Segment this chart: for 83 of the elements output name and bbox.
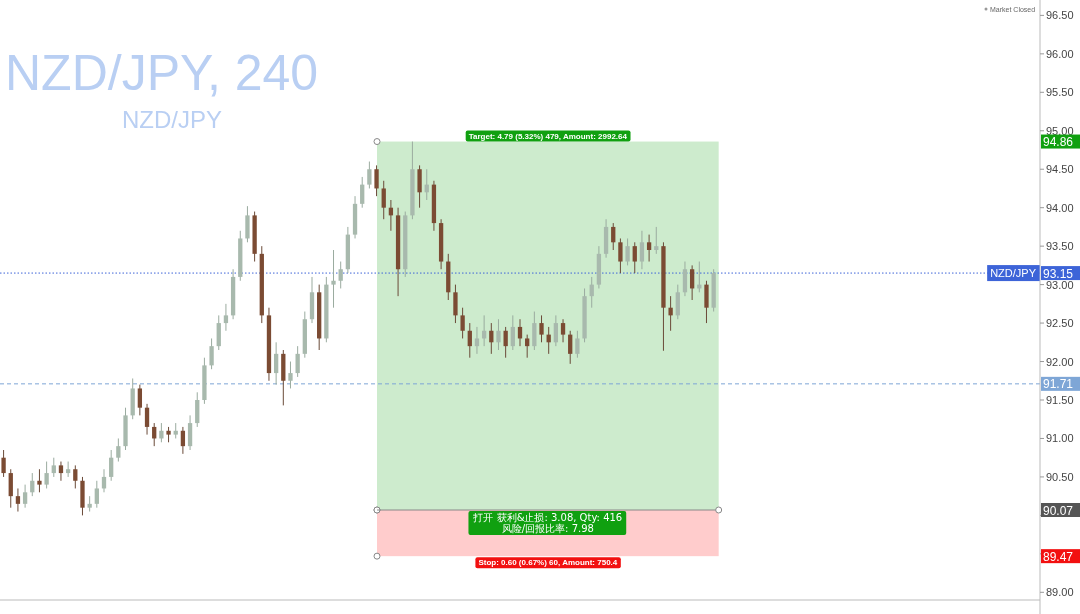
candlestick bbox=[51, 457, 56, 478]
candlestick bbox=[15, 487, 21, 513]
y-tick-label: 89.00 bbox=[1046, 586, 1074, 599]
y-tick-label: 93.00 bbox=[1046, 278, 1074, 291]
candlestick bbox=[367, 161, 372, 189]
candlestick bbox=[58, 461, 64, 482]
candlestick bbox=[682, 261, 688, 297]
candlestick bbox=[510, 314, 515, 351]
candlestick bbox=[560, 318, 566, 343]
text: 94.86 bbox=[1043, 135, 1074, 150]
ref-label: NZD/JPY bbox=[987, 265, 1040, 282]
candlestick bbox=[288, 361, 293, 389]
candlestick bbox=[37, 468, 42, 493]
candlestick bbox=[331, 249, 336, 309]
candlestick bbox=[704, 280, 709, 324]
y-tick-label: 95.00 bbox=[1046, 124, 1074, 137]
y-tick-label: 96.50 bbox=[1046, 9, 1074, 22]
candlestick bbox=[417, 164, 422, 209]
candlestick bbox=[195, 391, 200, 428]
title: NZD/JPY, 240 NZD/JPY bbox=[5, 45, 319, 133]
y-tick-label: 96.00 bbox=[1046, 47, 1074, 60]
candlestick bbox=[689, 264, 695, 301]
candlestick bbox=[453, 284, 458, 324]
candlestick bbox=[668, 295, 673, 332]
y-tick-label: 91.50 bbox=[1046, 394, 1074, 406]
text: 90.07 bbox=[1043, 503, 1074, 518]
candlestick bbox=[159, 422, 164, 443]
candlestick bbox=[144, 403, 150, 436]
y-tick-label: 90.50 bbox=[1046, 470, 1074, 483]
y-tick-label: 91.00 bbox=[1046, 432, 1074, 445]
candlestick bbox=[216, 314, 221, 351]
candlestick bbox=[632, 241, 637, 274]
candlestick bbox=[338, 261, 343, 289]
candlestick bbox=[553, 314, 559, 347]
y-tick-label: 93.50 bbox=[1046, 240, 1074, 253]
annotation: 风险/回报比率: 7.98 bbox=[501, 523, 594, 534]
candlestick bbox=[180, 426, 186, 455]
candlestick bbox=[532, 311, 537, 351]
text: 93.15 bbox=[1043, 266, 1074, 281]
candlestick bbox=[646, 234, 652, 263]
candlestick bbox=[575, 330, 580, 359]
text: 89.47 bbox=[1043, 549, 1074, 564]
candlestick bbox=[618, 237, 623, 274]
candlestick bbox=[8, 468, 13, 509]
y-tick-label: 94.00 bbox=[1046, 201, 1074, 214]
candlestick bbox=[467, 322, 472, 359]
candlestick bbox=[295, 345, 300, 378]
candlestick bbox=[675, 284, 680, 320]
candlestick bbox=[245, 205, 250, 243]
candlestick bbox=[94, 480, 99, 509]
candlestick bbox=[503, 326, 508, 359]
y-tick-label: 92.50 bbox=[1046, 317, 1074, 330]
candlestick bbox=[73, 464, 78, 489]
candlestick bbox=[44, 461, 49, 489]
candlestick bbox=[223, 303, 229, 332]
annotation: 打开 获利&止损: 3.08, Qty: 416 bbox=[472, 512, 623, 523]
candlestick bbox=[568, 330, 573, 365]
candlestick bbox=[625, 237, 630, 266]
candlestick bbox=[374, 164, 379, 197]
annotation-box: 打开 获利&止损: 3.08, Qty: 416 风险/回报比率: 7.98 bbox=[468, 511, 627, 535]
y-tick-label: 95.50 bbox=[1046, 86, 1074, 99]
y-tick-label: 94.50 bbox=[1046, 163, 1074, 176]
candlestick bbox=[187, 414, 193, 451]
candlestick bbox=[611, 222, 616, 251]
candlestick bbox=[496, 318, 501, 351]
text: 91.71 bbox=[1043, 377, 1074, 392]
candlestick bbox=[109, 449, 114, 482]
candlestick bbox=[360, 176, 365, 209]
candlestick bbox=[381, 180, 386, 220]
candlestick bbox=[1, 449, 6, 478]
candlestick bbox=[654, 226, 659, 255]
candlestick bbox=[65, 461, 71, 478]
candlestick bbox=[273, 341, 279, 386]
candlestick bbox=[460, 307, 465, 339]
candlestick bbox=[137, 384, 143, 416]
candlestick bbox=[525, 334, 530, 359]
candlestick bbox=[639, 230, 645, 270]
candlestick bbox=[209, 337, 214, 370]
candlestick bbox=[474, 326, 480, 355]
y-tick-label: 92.00 bbox=[1046, 355, 1074, 368]
candlestick bbox=[22, 484, 28, 509]
candlestick bbox=[116, 437, 121, 463]
candlestick bbox=[539, 314, 544, 343]
